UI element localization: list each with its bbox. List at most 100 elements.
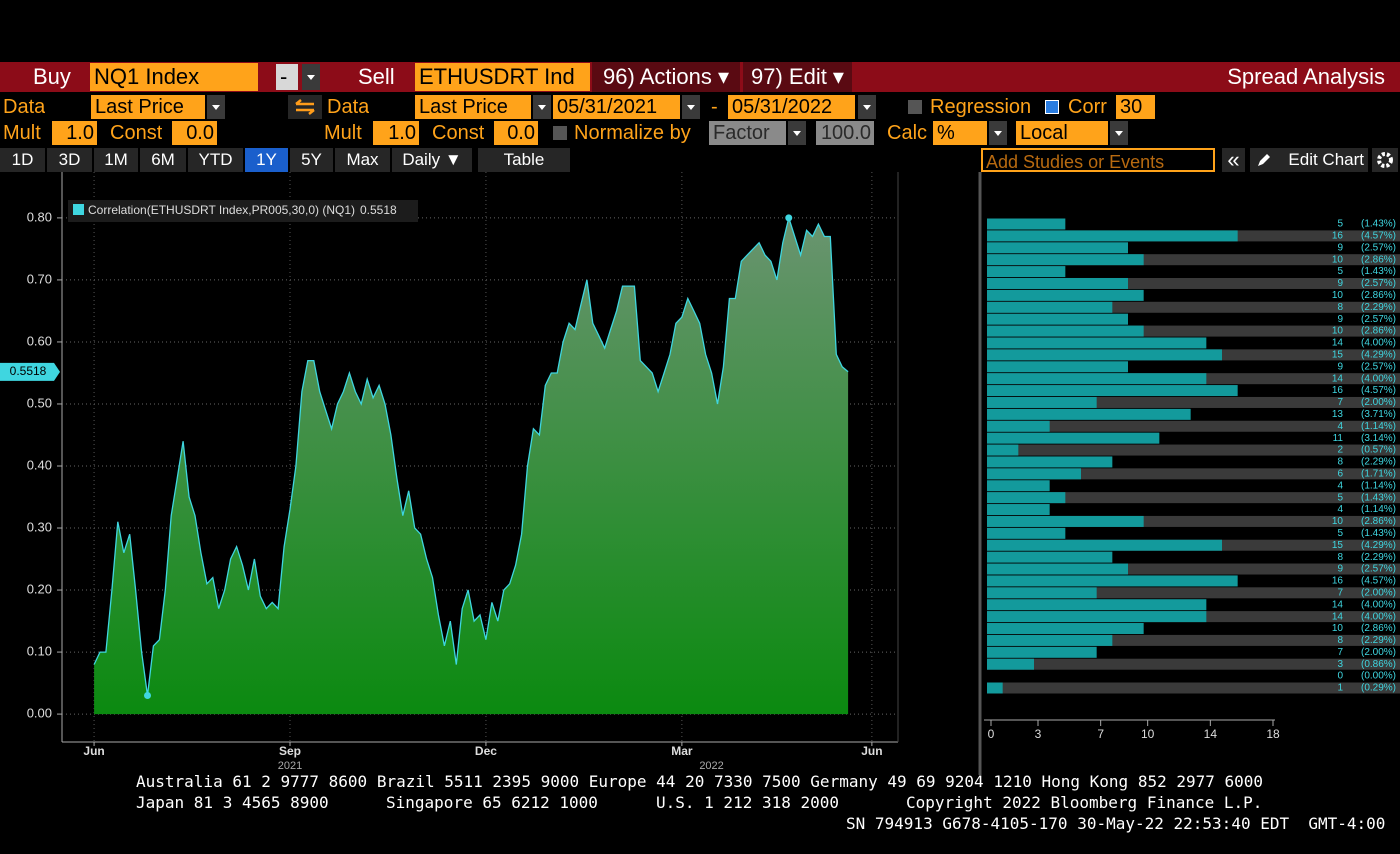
corr-label: Corr bbox=[1068, 96, 1107, 118]
histogram-bar bbox=[987, 587, 1097, 599]
last-value-label: 0.5518 bbox=[10, 364, 47, 378]
share-label: (1.14%) bbox=[1361, 480, 1396, 491]
histogram-bar bbox=[987, 266, 1066, 278]
x-year-label: 2021 bbox=[278, 760, 302, 772]
range-tab[interactable]: 6M bbox=[140, 148, 186, 172]
count-label: 15 bbox=[1332, 350, 1344, 361]
count-label: 11 bbox=[1333, 433, 1344, 444]
count-label: 14 bbox=[1332, 611, 1344, 622]
y-tick-label: 0.50 bbox=[27, 395, 52, 410]
calc-select[interactable]: % bbox=[933, 121, 987, 145]
dropdown-button[interactable] bbox=[302, 64, 320, 90]
count-label: 8 bbox=[1337, 635, 1343, 646]
dropdown-arrow bbox=[793, 131, 801, 136]
date-input[interactable]: 05/31/2021 bbox=[553, 95, 680, 119]
y-tick-label: 0.00 bbox=[27, 706, 52, 721]
dropdown-button[interactable] bbox=[989, 121, 1007, 145]
settings-button[interactable] bbox=[1372, 148, 1398, 172]
swap-button[interactable] bbox=[288, 95, 322, 119]
range-tab[interactable]: 1M bbox=[94, 148, 138, 172]
side-select[interactable]: - bbox=[276, 64, 298, 90]
actions-menu[interactable]: 96) Actions ▾ bbox=[592, 62, 740, 92]
share-label: (1.14%) bbox=[1361, 504, 1396, 515]
dropdown-button[interactable] bbox=[1110, 121, 1128, 145]
histogram-bar bbox=[987, 254, 1144, 266]
last-value-tag bbox=[0, 362, 60, 381]
range-tab[interactable]: Daily ▼ bbox=[392, 148, 472, 172]
x-tick-label: 0 bbox=[988, 727, 995, 741]
share-label: (2.29%) bbox=[1361, 552, 1396, 563]
mult-input[interactable]: 1.0 bbox=[52, 121, 97, 145]
share-label: (3.14%) bbox=[1361, 433, 1396, 444]
count-label: 16 bbox=[1332, 576, 1344, 587]
security-input[interactable]: ETHUSDRT Ind bbox=[415, 63, 590, 91]
regression-label: Regression bbox=[930, 96, 1032, 118]
date-input[interactable]: 05/31/2022 bbox=[728, 95, 855, 119]
count-label: 14 bbox=[1332, 599, 1344, 610]
legend-box bbox=[68, 200, 418, 222]
range-tab[interactable]: Max bbox=[335, 148, 390, 172]
share-label: (2.00%) bbox=[1361, 397, 1396, 408]
dropdown-button[interactable] bbox=[533, 95, 551, 119]
range-tab[interactable]: 1D bbox=[0, 148, 45, 172]
normalize-select[interactable]: Factor bbox=[709, 121, 786, 145]
data-label: Data bbox=[327, 96, 370, 118]
collapse-button[interactable]: « bbox=[1222, 148, 1245, 172]
normalize-input[interactable]: 100.0 bbox=[816, 121, 874, 145]
count-label: 8 bbox=[1337, 457, 1343, 468]
histogram-bar bbox=[987, 456, 1113, 468]
range-tab[interactable]: YTD bbox=[188, 148, 243, 172]
const-input[interactable]: 0.0 bbox=[494, 121, 538, 145]
share-label: (2.86%) bbox=[1361, 254, 1396, 265]
x-tick-label: Dec bbox=[475, 744, 497, 758]
count-label: 16 bbox=[1332, 231, 1344, 242]
share-label: (2.00%) bbox=[1361, 647, 1396, 658]
security-input[interactable]: NQ1 Index bbox=[90, 63, 258, 91]
range-tab[interactable]: 5Y bbox=[290, 148, 333, 172]
field-select[interactable]: Last Price bbox=[415, 95, 531, 119]
corr-checkbox[interactable] bbox=[1045, 100, 1059, 114]
x-tick-label: 18 bbox=[1266, 727, 1280, 741]
count-label: 10 bbox=[1332, 290, 1344, 301]
count-label: 8 bbox=[1337, 302, 1343, 313]
edit-menu[interactable]: 97) Edit ▾ bbox=[743, 62, 852, 92]
row-band bbox=[987, 658, 1400, 670]
const-input[interactable]: 0.0 bbox=[172, 121, 217, 145]
edit-chart-button[interactable]: Edit Chart bbox=[1250, 148, 1368, 172]
share-label: (2.86%) bbox=[1361, 623, 1396, 634]
studies-input[interactable]: Add Studies or Events bbox=[981, 148, 1215, 172]
x-tick-label: 3 bbox=[1035, 727, 1042, 741]
dropdown-button[interactable] bbox=[788, 121, 806, 145]
count-label: 13 bbox=[1332, 409, 1344, 420]
mult-input[interactable]: 1.0 bbox=[373, 121, 419, 145]
histogram-bar bbox=[987, 563, 1128, 575]
currency-select[interactable]: Local bbox=[1016, 121, 1108, 145]
count-label: 9 bbox=[1337, 361, 1343, 372]
corr-window-input[interactable]: 30 bbox=[1116, 95, 1155, 119]
dropdown-arrow bbox=[212, 105, 220, 110]
range-tab[interactable]: 1Y bbox=[245, 148, 288, 172]
x-tick-label: Jun bbox=[83, 744, 104, 758]
extreme-marker bbox=[144, 691, 151, 699]
y-tick-label: 0.60 bbox=[27, 333, 52, 348]
field-select[interactable]: Last Price bbox=[91, 95, 205, 119]
share-label: (3.71%) bbox=[1361, 409, 1396, 420]
histogram-bar bbox=[987, 611, 1207, 623]
histogram-bar bbox=[987, 337, 1207, 349]
share-label: (4.57%) bbox=[1361, 231, 1396, 242]
histogram-bar bbox=[987, 396, 1097, 408]
share-label: (2.57%) bbox=[1361, 564, 1396, 575]
histogram-bar bbox=[987, 551, 1113, 563]
dropdown-button[interactable] bbox=[858, 95, 876, 119]
share-label: (1.14%) bbox=[1361, 421, 1396, 432]
dropdown-button[interactable] bbox=[682, 95, 700, 119]
range-tab[interactable]: 3D bbox=[47, 148, 92, 172]
normalize-checkbox[interactable] bbox=[553, 126, 567, 140]
count-label: 9 bbox=[1337, 564, 1343, 575]
regression-checkbox[interactable] bbox=[908, 100, 922, 114]
dropdown-button[interactable] bbox=[207, 95, 225, 119]
share-label: (2.29%) bbox=[1361, 635, 1396, 646]
share-label: (1.43%) bbox=[1361, 492, 1396, 503]
table-tab[interactable]: Table bbox=[478, 148, 570, 172]
pencil-glyph bbox=[1258, 154, 1270, 166]
